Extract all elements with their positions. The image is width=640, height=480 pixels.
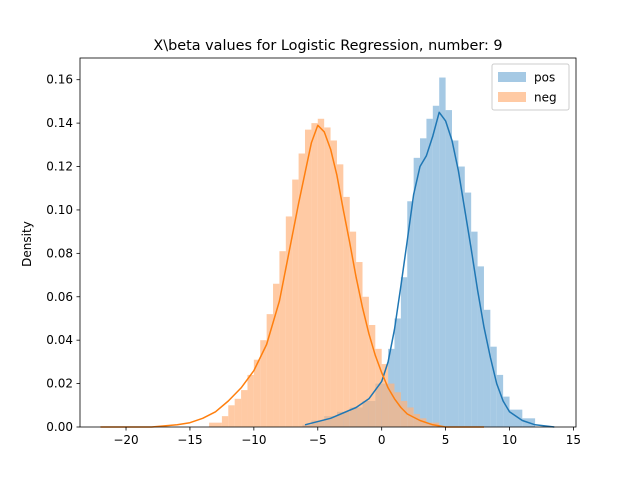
pos-histogram-bar (483, 309, 491, 427)
neg-histogram-bar (279, 251, 286, 427)
x-tick-label: −10 (241, 433, 266, 447)
legend-label-neg: neg (534, 91, 557, 105)
pos-histogram-bar (426, 118, 433, 427)
pos-histogram-bar (496, 374, 504, 427)
y-tick-label: 0.10 (46, 203, 73, 217)
neg-histogram-bar (234, 398, 242, 427)
x-tick-label: −15 (177, 433, 202, 447)
pos-histogram-bar (471, 231, 478, 427)
neg-histogram-bar (298, 153, 305, 427)
neg-histogram-bar (273, 283, 280, 427)
pos-histogram-bar (477, 266, 484, 427)
pos-histogram-bar (439, 77, 446, 428)
y-tick-label: 0.00 (46, 420, 73, 434)
y-tick-label: 0.16 (46, 73, 73, 87)
neg-histogram-bar (400, 400, 408, 427)
neg-histogram-bar (324, 127, 331, 427)
neg-histogram-bar (253, 359, 261, 427)
x-tick-label: 0 (378, 433, 386, 447)
y-axis-label: Density (20, 221, 34, 267)
y-tick-label: 0.02 (46, 377, 73, 391)
neg-histogram-bar (420, 418, 427, 427)
neg-histogram-bar (292, 179, 299, 427)
axes-frame (79, 57, 577, 428)
legend-swatch-pos (498, 72, 526, 82)
neg-histogram-bar (356, 262, 363, 427)
legend: pos neg (491, 63, 570, 111)
pos-histogram-bar (420, 138, 427, 427)
neg-histogram-bar (381, 364, 389, 427)
neg-histogram-bar (209, 422, 222, 427)
x-tick-label: 15 (566, 433, 581, 447)
y-tick-label: 0.12 (46, 160, 73, 174)
neg-histogram-bar (304, 129, 312, 428)
neg-histogram-bar (349, 231, 357, 427)
legend-label-pos: pos (534, 71, 555, 85)
neg-histogram-bar (311, 123, 318, 427)
pos-kde-line (304, 111, 555, 428)
pos-histogram-bar (407, 201, 414, 427)
neg-histogram-bar (247, 374, 254, 427)
pos-histogram-bar (464, 192, 472, 427)
neg-histogram-bar (343, 196, 350, 427)
neg-histogram-bar (362, 296, 369, 427)
neg-histogram-bar (317, 118, 325, 427)
neg-histogram-bar (368, 324, 376, 427)
neg-histogram-bar (221, 416, 229, 427)
pos-histogram-bar (413, 157, 421, 428)
y-tick-label: 0.14 (46, 116, 73, 130)
pos-histogram-bar (490, 346, 497, 427)
pos-histogram-bar (400, 277, 408, 427)
neg-histogram-bar (241, 390, 248, 427)
plot-area (100, 77, 555, 428)
neg-histogram-bar (266, 314, 274, 427)
chart-title: X\beta values for Logistic Regression, n… (153, 38, 502, 54)
neg-histogram-bar (394, 392, 401, 427)
x-tick-label: −20 (113, 433, 138, 447)
neg-histogram-bar (330, 140, 337, 427)
axes: −20 −15 −10 −5 0 5 10 15 0.00 0.02 0.04 0.06 0.08 0.1… (46, 57, 581, 447)
pos-histogram-bar (394, 318, 401, 427)
neg-histogram-bar (375, 348, 382, 427)
series-pos (302, 77, 536, 428)
neg-kde-line (100, 124, 484, 428)
x-tick-label: 5 (442, 433, 450, 447)
legend-swatch-neg (498, 92, 526, 102)
neg-histogram-bar (407, 407, 414, 427)
legend-box (491, 63, 570, 111)
pos-histogram-bar (452, 140, 459, 427)
x-tick-label: 10 (502, 433, 517, 447)
neg-histogram-bar (413, 413, 421, 427)
y-tick-label: 0.08 (46, 246, 73, 260)
neg-histogram-bar (336, 164, 344, 427)
series-neg (209, 118, 440, 428)
y-tick-label: 0.06 (46, 290, 73, 304)
y-tick-label: 0.04 (46, 333, 73, 347)
neg-histogram-bar (285, 216, 293, 427)
pos-histogram-bar (458, 166, 465, 427)
pos-histogram-bar (445, 110, 452, 427)
x-tick-label: −5 (309, 433, 327, 447)
neg-histogram-bar (260, 340, 267, 427)
pos-histogram-bar (503, 396, 510, 427)
pos-histogram-bar (432, 105, 440, 428)
neg-histogram-bar (388, 383, 395, 427)
neg-histogram-bar (228, 405, 235, 427)
